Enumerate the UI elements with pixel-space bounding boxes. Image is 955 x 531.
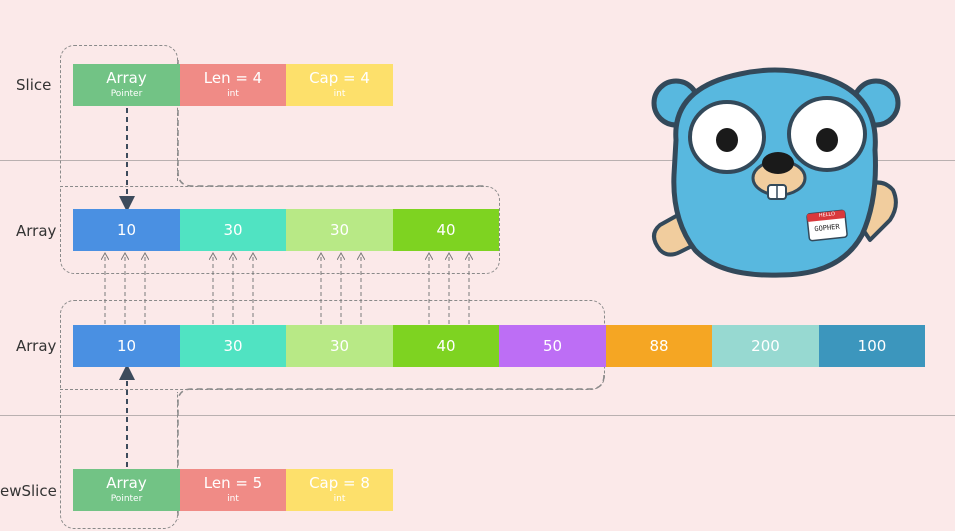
array2-value: 50 bbox=[542, 336, 563, 355]
array2-value: 30 bbox=[223, 336, 243, 355]
array1-cell: 30 bbox=[286, 209, 393, 251]
array1-value: 10 bbox=[116, 220, 137, 239]
array2-value: 40 bbox=[436, 336, 456, 355]
slice-array-pointer: Array Pointer bbox=[73, 64, 180, 106]
slice-array-sub: Pointer bbox=[110, 89, 143, 99]
row-label-slice: Slice bbox=[16, 76, 52, 94]
array1-value: 30 bbox=[223, 220, 243, 239]
slice-cap-label: Cap = 4 bbox=[309, 69, 370, 87]
newslice-len-sub: int bbox=[227, 494, 239, 504]
separator-line-2 bbox=[0, 415, 955, 416]
array2-value: 88 bbox=[649, 336, 669, 355]
array1-cell: 30 bbox=[180, 209, 286, 251]
slice-array-label: Array bbox=[106, 69, 147, 87]
newslice-array-pointer: Array Pointer bbox=[73, 469, 180, 511]
row-label-array-1: Array bbox=[16, 222, 57, 240]
array2-value: 100 bbox=[857, 336, 887, 355]
array1-value: 40 bbox=[436, 220, 456, 239]
slice-cap-sub: int bbox=[333, 89, 346, 99]
slice-len: Len = 4 int bbox=[180, 64, 286, 106]
array2-value: 200 bbox=[751, 336, 780, 355]
slice-cap: Cap = 4 int bbox=[286, 64, 393, 106]
array2-cell: 100 bbox=[819, 325, 925, 367]
array2-value: 10 bbox=[116, 336, 137, 355]
newslice-array-sub: Pointer bbox=[110, 494, 143, 504]
copy-arrows bbox=[105, 254, 469, 324]
separator-line-1 bbox=[0, 160, 955, 161]
slice-len-sub: int bbox=[227, 89, 239, 99]
newslice-len: Len = 5 int bbox=[180, 469, 286, 511]
array2-cell: 200 bbox=[712, 325, 819, 367]
array1-cell: 40 bbox=[393, 209, 499, 251]
array1-cell: 10 bbox=[73, 209, 180, 251]
array1-value: 30 bbox=[329, 220, 350, 239]
array2-cell: 30 bbox=[180, 325, 286, 367]
newslice-cap-sub: int bbox=[333, 494, 346, 504]
array2-cell: 40 bbox=[393, 325, 499, 367]
array2-value: 30 bbox=[329, 336, 350, 355]
newslice-len-label: Len = 5 bbox=[203, 474, 263, 492]
array2-cell: 30 bbox=[286, 325, 393, 367]
array2-cell: 10 bbox=[73, 325, 180, 367]
array2-cell: 88 bbox=[606, 325, 712, 367]
newslice-cap-label: Cap = 8 bbox=[309, 474, 370, 492]
array2-cell: 50 bbox=[499, 325, 606, 367]
row-label-newslice: ewSlice bbox=[0, 482, 57, 500]
row-label-array-2: Array bbox=[16, 337, 57, 355]
slice-len-label: Len = 4 bbox=[203, 69, 263, 87]
newslice-cap: Cap = 8 int bbox=[286, 469, 393, 511]
newslice-array-label: Array bbox=[106, 474, 147, 492]
